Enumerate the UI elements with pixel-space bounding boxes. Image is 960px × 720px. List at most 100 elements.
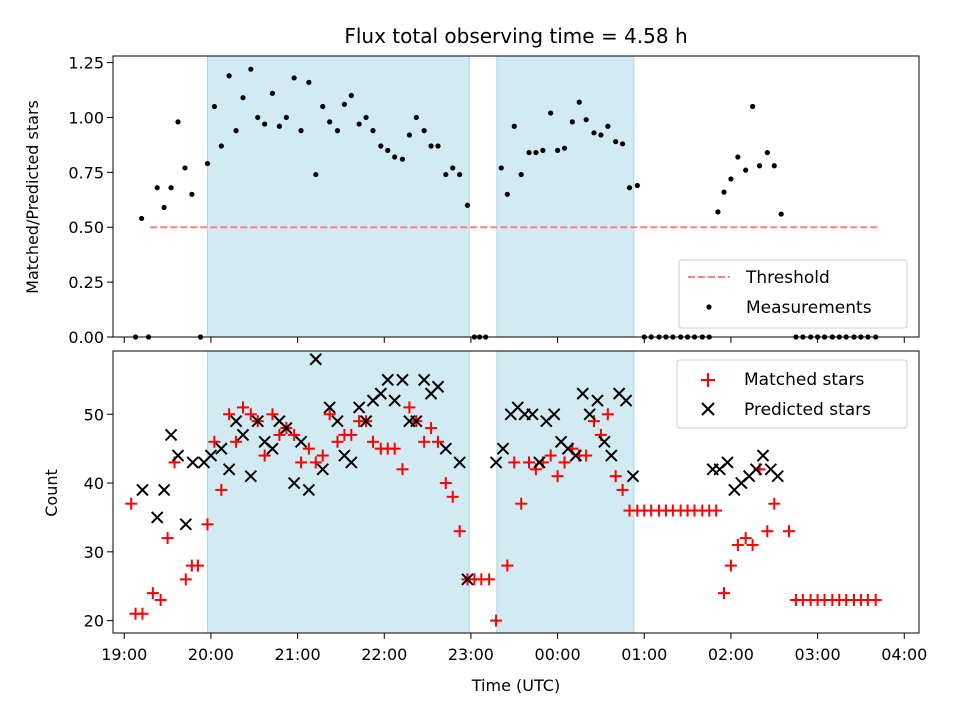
matched-star-point — [146, 587, 159, 600]
legend-matched-swatch — [701, 373, 715, 387]
y-tick-label: 1.25 — [68, 54, 104, 73]
measurement-point — [233, 128, 239, 134]
predicted-star-point — [323, 401, 336, 414]
predicted-star-point — [569, 449, 583, 462]
matched-star-point — [266, 408, 279, 421]
matched-star-point — [201, 518, 214, 531]
y-tick-label: 0.25 — [68, 273, 104, 292]
measurement-point — [518, 171, 524, 178]
measurement-point — [363, 114, 369, 121]
legend-predicted-label: Predicted stars — [744, 400, 871, 420]
measurement-point — [378, 143, 384, 149]
legend-measurements-label: Measurements — [746, 298, 872, 318]
matched-star-point — [425, 422, 438, 435]
matched-star-point — [288, 428, 301, 441]
measurement-point — [291, 75, 297, 81]
predicted-star-point — [171, 449, 185, 462]
matched-star-point — [244, 408, 257, 421]
bottom-legend: Matched stars Predicted stars — [676, 359, 908, 429]
measurement-point — [626, 185, 633, 191]
measurement-point — [443, 171, 449, 178]
matched-star-point — [432, 435, 444, 448]
matched-star-point — [316, 449, 329, 462]
matched-star-point — [161, 532, 174, 545]
measurement-point — [576, 99, 582, 105]
measurement-point — [182, 165, 188, 171]
matched-star-point — [323, 408, 336, 421]
matched-star-point — [551, 470, 564, 483]
measurement-point — [248, 66, 254, 72]
measurement-point — [276, 123, 282, 129]
predicted-star-point — [533, 456, 546, 469]
measurement-point — [399, 156, 406, 162]
measurement-point — [620, 141, 626, 147]
predicted-star-point — [431, 380, 445, 393]
matched-star-point — [309, 456, 322, 469]
measurement-point — [406, 132, 412, 138]
y-tick-label: 1.00 — [68, 108, 104, 127]
predicted-star-point — [453, 456, 466, 469]
legend-predicted-swatch — [701, 402, 715, 416]
measurement-point — [771, 163, 777, 169]
matched-star-point — [768, 497, 781, 510]
predicted-star-point — [396, 373, 409, 387]
measurement-point — [161, 204, 167, 211]
predicted-star-point — [598, 435, 611, 448]
matched-star-point — [230, 435, 243, 448]
y-tick-label: 0.00 — [68, 328, 104, 347]
matched-star-point — [367, 435, 379, 448]
x-tick-label: 03:00 — [795, 645, 841, 664]
matched-star-point — [439, 477, 452, 490]
predicted-star-point — [309, 353, 323, 366]
measurement-point — [457, 171, 463, 178]
predicted-star-point — [721, 456, 734, 469]
predicted-star-point — [251, 414, 264, 428]
legend-threshold-label: Threshold — [745, 268, 830, 288]
predicted-star-point — [266, 442, 279, 455]
measurement-point — [569, 119, 575, 125]
predicted-star-point — [229, 414, 243, 428]
matched-star-point — [215, 483, 228, 496]
matched-star-point — [616, 483, 629, 496]
measurement-point — [743, 167, 749, 173]
measurement-point — [189, 191, 195, 197]
x-tick-label: 19:00 — [101, 645, 147, 664]
measurement-point — [139, 215, 145, 222]
predicted-star-point — [164, 428, 178, 442]
predicted-star-point — [215, 442, 228, 455]
predicted-star-point — [244, 469, 258, 483]
matched-star-point — [223, 408, 236, 421]
x-tick-label: 01:00 — [621, 645, 667, 664]
predicted-star-point — [496, 442, 510, 455]
measurement-point — [561, 145, 568, 151]
measurement-point — [226, 73, 232, 79]
matched-star-point — [154, 593, 167, 606]
predicted-star-point — [583, 408, 596, 421]
predicted-star-point — [352, 401, 366, 414]
measurement-point — [526, 149, 532, 156]
predicted-star-point — [287, 476, 301, 490]
matched-star-point — [273, 428, 286, 441]
x-tick-label: 04:00 — [881, 645, 927, 664]
predicted-star-point — [591, 394, 604, 407]
matched-star-point — [331, 435, 344, 448]
measurement-point — [175, 119, 181, 125]
legend-matched-label: Matched stars — [744, 370, 864, 390]
measurement-point — [591, 130, 597, 136]
matched-star-point — [483, 573, 496, 586]
measurement-point — [370, 128, 376, 134]
measurement-point — [421, 128, 427, 134]
predicted-star-point — [222, 463, 236, 476]
measurement-point — [428, 143, 434, 149]
x-tick-label: 20:00 — [188, 645, 234, 664]
matched-star-point — [490, 614, 503, 627]
matched-star-point — [191, 559, 204, 572]
measurement-point — [269, 90, 276, 96]
predicted-star-point — [388, 394, 401, 407]
matched-star-point — [609, 470, 622, 483]
measurement-point — [348, 92, 354, 99]
predicted-star-point — [626, 469, 640, 483]
measurement-point — [605, 123, 611, 129]
chart-title: Flux total observing time = 4.58 h — [344, 24, 687, 48]
predicted-star-point — [204, 449, 218, 462]
